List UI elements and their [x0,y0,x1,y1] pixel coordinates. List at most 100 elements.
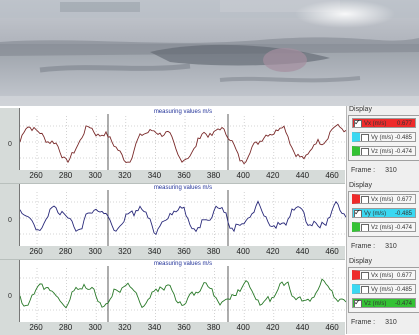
display-checkbox[interactable] [361,196,369,203]
display-label: Display [349,106,372,113]
x-tick-label: 440 [295,323,310,332]
display-checkbox[interactable] [361,224,369,231]
x-tick-label: 440 [295,171,310,180]
frame-readout: Frame : 310 [351,243,397,250]
x-tick-label: 320 [118,247,132,256]
display-row-label: Vy (m/s) [371,135,394,141]
display-checkbox[interactable] [361,286,369,293]
x-tick-label: 300 [88,323,102,332]
x-axis-ticks: 260 280 300 320 340 360 380 400 420 440 460 [19,171,345,182]
x-tick-label: 400 [236,247,250,256]
display-checkbox[interactable] [361,134,369,141]
velocity-trace [20,200,346,236]
x-axis-ticks: 260 280 300 320 340 360 380 400 420 440 460 [19,247,345,258]
display-row-label: Vx (m/s) [371,273,394,279]
display-row-value: -0.474 [394,301,412,307]
display-row-vx[interactable]: Vx (m/s)0.677 [352,270,416,280]
display-checkbox[interactable] [354,119,362,127]
x-tick-label: 280 [58,171,73,180]
display-row-vx[interactable]: Vx (m/s)0.677 [352,118,416,128]
x-tick-label: 280 [58,247,73,256]
velocity-trace [20,123,346,165]
display-row-vx[interactable]: Vx (m/s)0.677 [352,194,416,204]
x-tick-label: 460 [325,247,339,256]
vx-chart-panel: 0 measuring values m/s 260 280 300 320 340 36… [0,108,346,183]
display-checkbox[interactable] [354,209,362,217]
vy-plot-area: measuring values m/s [19,184,346,246]
display-checkbox[interactable] [361,148,369,155]
display-checkbox[interactable] [354,299,362,307]
display-row-value: -0.474 [394,149,412,155]
underwater-swimmer-image [0,0,419,106]
x-tick-label: 300 [88,247,102,256]
x-tick-label: 360 [177,323,191,332]
zero-label: 0 [8,217,12,224]
x-tick-label: 260 [29,323,43,332]
display-row-value: -0.474 [394,225,412,231]
x-tick-label: 340 [147,171,162,180]
display-row-value: -0.485 [394,287,412,293]
display-row-label: Vx (m/s) [371,197,394,203]
display-label: Display [349,182,372,189]
vz-chart-panel: 0 measuring values m/s 260 280 300 320 340 36… [0,260,346,335]
velocity-trace [20,278,346,309]
display-row-vy[interactable]: Vy (m/s)-0.485 [352,284,416,294]
display-row-vy[interactable]: Vy (m/s) -0.485 [352,208,416,218]
display-box: Vx (m/s)0.677 Vy (m/s)-0.485 Vz (m/s) -0.47… [348,267,419,313]
frame-label: Frame : [351,167,376,174]
display-row-label: Vz (m/s) [364,301,387,307]
display-label: Display [349,258,372,265]
chart-title: measuring values m/s [153,109,213,115]
x-tick-label: 320 [118,323,132,332]
vx-chart [20,114,346,170]
frame-value: 310 [385,167,397,174]
x-tick-label: 440 [295,247,310,256]
display-box: Vx (m/s)0.677 Vy (m/s)-0.485 Vz (m/s)-0.47… [348,115,419,161]
display-row-value: 0.677 [396,273,412,279]
x-tick-label: 420 [266,247,280,256]
x-tick-label: 420 [266,171,280,180]
display-row-value: -0.485 [394,135,412,141]
display-row-vy[interactable]: Vy (m/s)-0.485 [352,132,416,142]
display-row-vz[interactable]: Vz (m/s)-0.474 [352,146,416,156]
display-panel-vx: Display Vx (m/s) 0.677 Vy (m/s)-0.485 Vz (m… [346,106,419,182]
x-tick-label: 260 [29,247,43,256]
x-tick-label: 400 [236,323,250,332]
x-tick-label: 320 [118,171,132,180]
display-panel-vz: Display Vx (m/s)0.677 Vy (m/s)-0.485 Vz (m… [346,258,419,334]
vz-chart [20,266,346,322]
zero-label: 0 [8,293,12,300]
x-tick-label: 460 [325,171,339,180]
display-row-label: Vz (m/s) [371,149,394,155]
display-row-label: Vy (m/s) [364,211,387,217]
display-row-value: -0.485 [394,211,412,217]
x-tick-label: 340 [147,247,162,256]
x-tick-label: 420 [266,323,280,332]
divider [0,259,345,260]
chart-title: measuring values m/s [153,261,213,267]
x-tick-label: 280 [58,323,73,332]
chart-title: measuring values m/s [153,185,213,191]
x-tick-label: 380 [206,247,221,256]
display-row-vz[interactable]: Vz (m/s) -0.474 [352,298,416,308]
frame-label: Frame : [351,319,376,326]
zero-label: 0 [8,141,12,148]
display-panel-vy: Display Vx (m/s)0.677 Vy (m/s) -0.485 Vz (m… [346,182,419,258]
x-tick-label: 380 [206,323,221,332]
frame-readout: Frame : 310 [351,319,397,326]
display-checkbox[interactable] [361,272,369,279]
display-row-label: Vz (m/s) [371,225,394,231]
frame-readout: Frame : 310 [351,167,397,174]
x-tick-label: 400 [236,171,250,180]
x-tick-label: 300 [88,171,102,180]
x-tick-label: 260 [29,171,43,180]
display-row-vz[interactable]: Vz (m/s)-0.474 [352,222,416,232]
display-row-label: Vx (m/s) [364,121,387,127]
x-tick-label: 360 [177,171,191,180]
frame-label: Frame : [351,243,376,250]
x-tick-label: 380 [206,171,221,180]
display-row-value: 0.677 [396,197,412,203]
x-tick-label: 340 [147,323,162,332]
divider [0,183,345,184]
vy-chart-panel: 0 measuring values m/s 260 280 300 320 340 36… [0,184,346,259]
